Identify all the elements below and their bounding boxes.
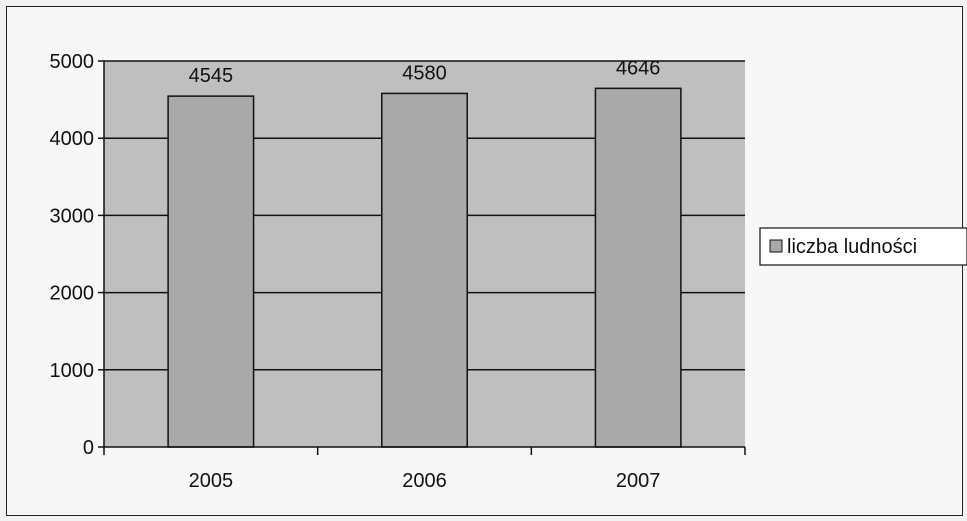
- y-tick-label: 1000: [50, 360, 95, 382]
- y-tick-label: 5000: [50, 51, 95, 73]
- data-labels: 4545 4580 4646: [189, 57, 661, 87]
- legend: liczba ludności: [759, 227, 967, 266]
- bar-2007: [594, 87, 682, 448]
- x-tick-label: 2005: [189, 470, 234, 492]
- x-tick-label: 2007: [616, 470, 661, 492]
- x-axis-ticks: 2005 2006 2007: [103, 447, 746, 492]
- y-tick-label: 2000: [50, 283, 95, 305]
- legend-label: liczba ludności: [787, 236, 917, 258]
- y-axis-ticks: 0 1000 2000 3000 4000 5000: [50, 51, 104, 459]
- y-tick-label: 4000: [50, 128, 95, 150]
- y-tick-label: 0: [83, 437, 94, 459]
- x-tick-label: 2006: [402, 470, 447, 492]
- data-label: 4545: [189, 65, 234, 87]
- bar-2006: [381, 92, 468, 448]
- y-tick-label: 3000: [50, 205, 95, 227]
- bars: [167, 87, 682, 448]
- legend-swatch: [769, 239, 783, 253]
- legend-box: [759, 227, 967, 266]
- data-label: 4580: [402, 62, 447, 84]
- data-label: 4646: [616, 57, 661, 79]
- bar-2005: [167, 95, 255, 448]
